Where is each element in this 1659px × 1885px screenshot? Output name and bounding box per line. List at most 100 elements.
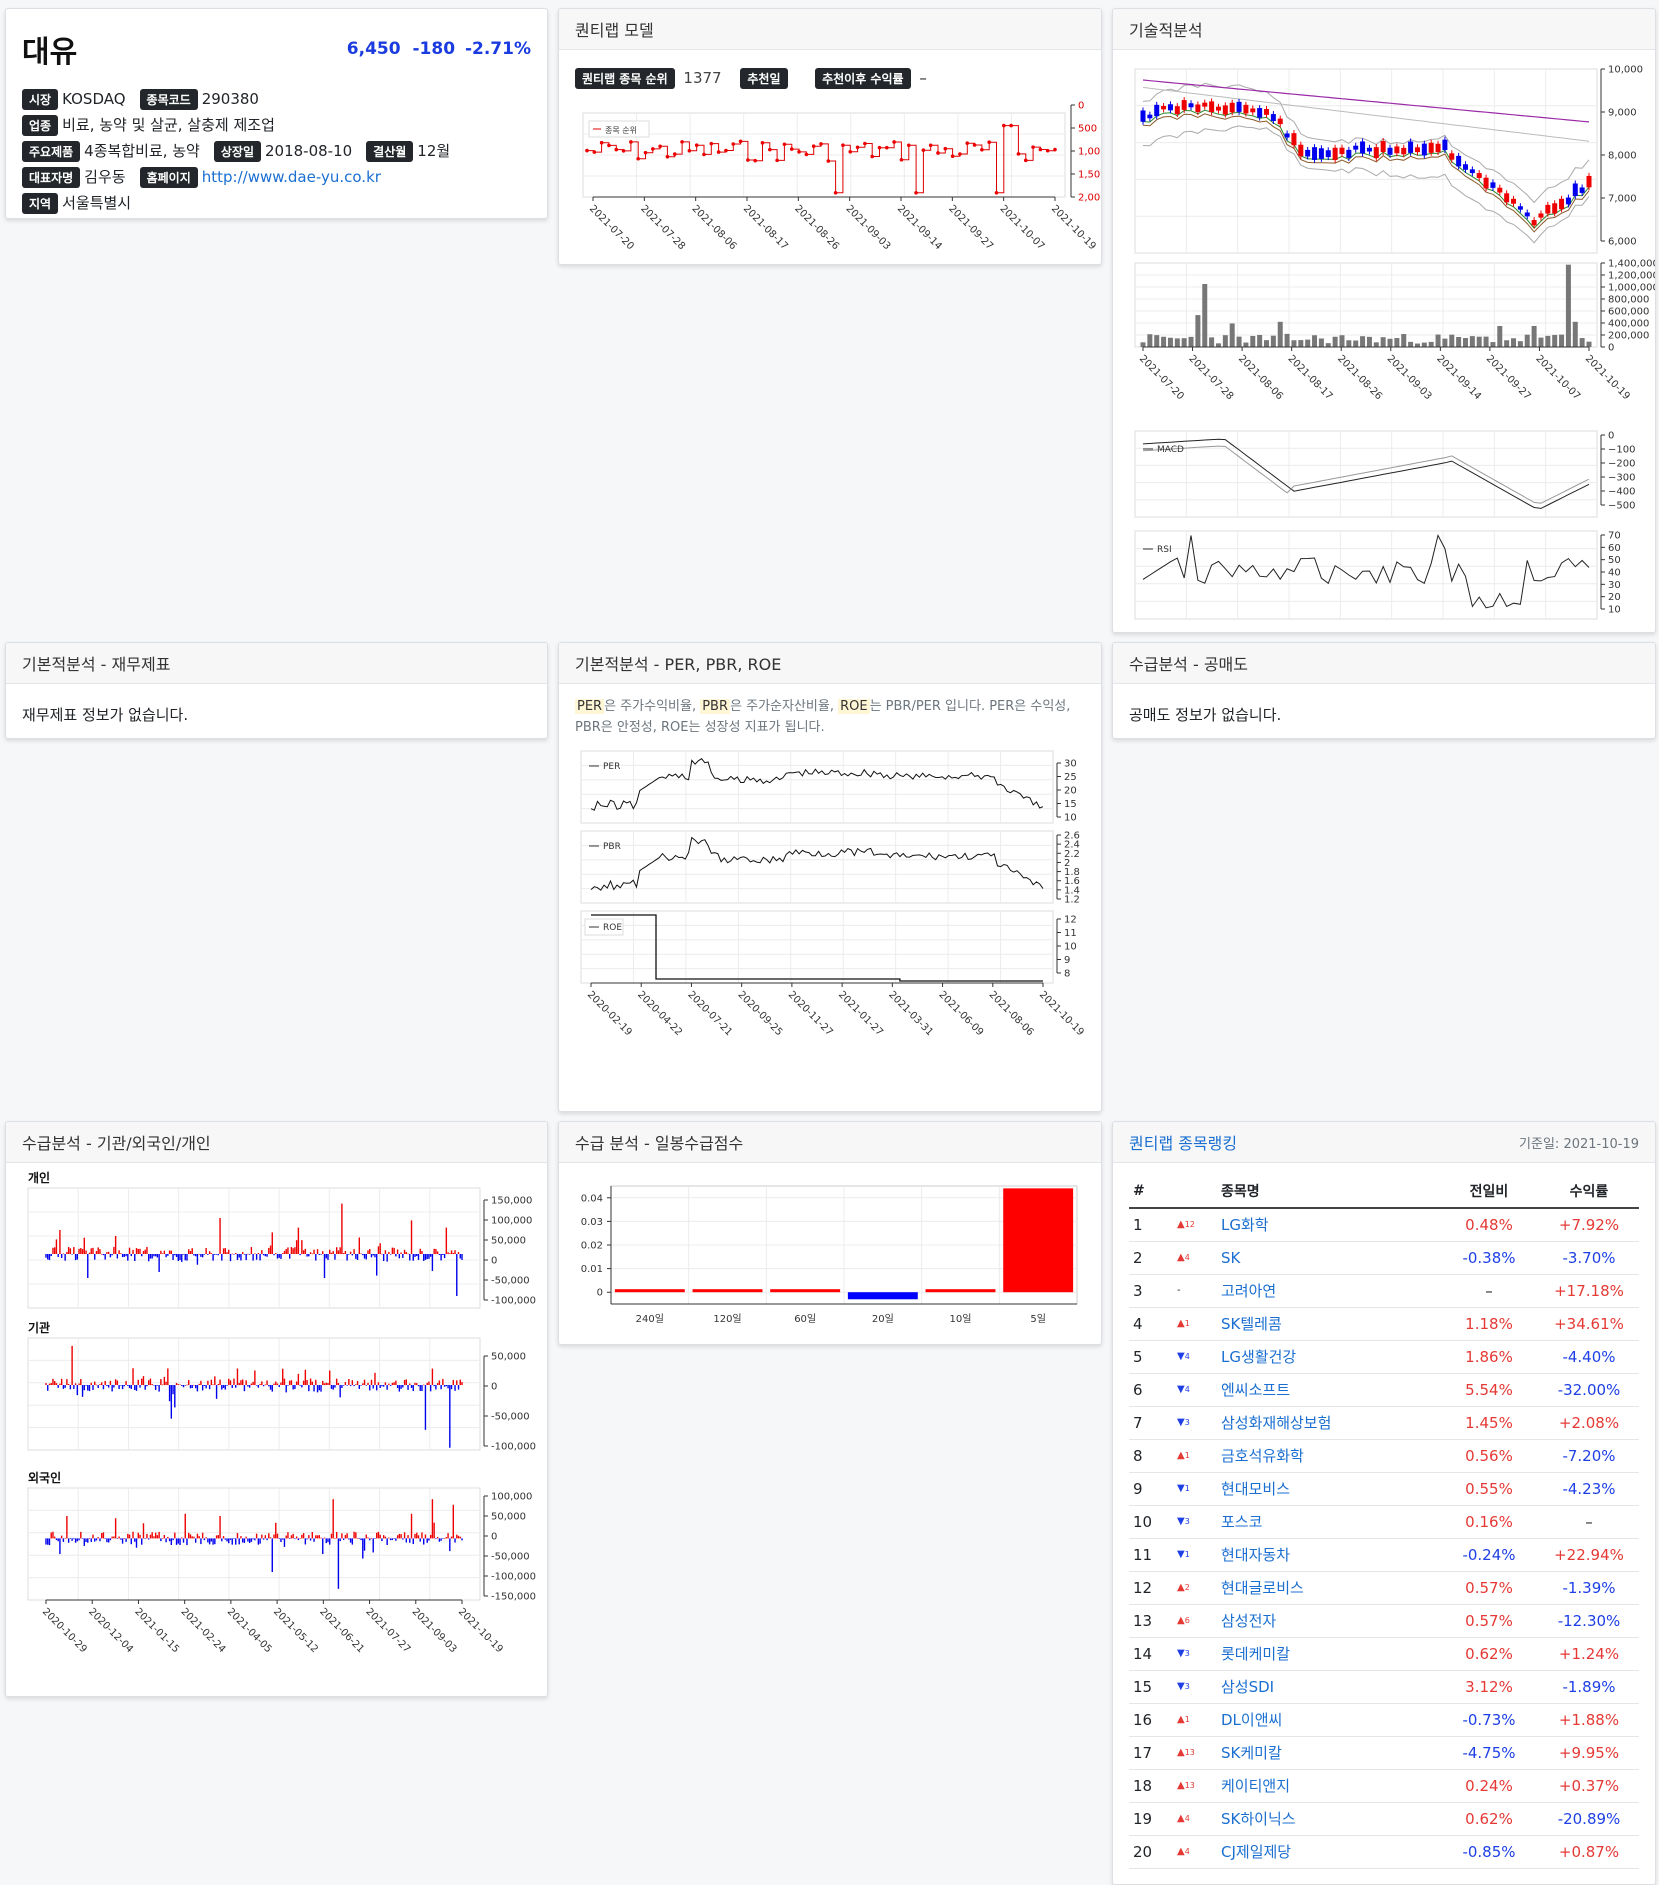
individual-bar	[189, 1251, 192, 1254]
stock-link[interactable]: 고려아연	[1217, 1274, 1439, 1308]
stock-link[interactable]: 엔씨소프트	[1217, 1373, 1439, 1407]
individual-bar	[118, 1250, 120, 1254]
ranking-row[interactable]: 6 ▼4 엔씨소프트 5.54% -32.00%	[1129, 1373, 1639, 1407]
stock-link[interactable]: SK케미칼	[1217, 1736, 1439, 1770]
ranking-row[interactable]: 19 ▲4 SK하이닉스 0.62% -20.89%	[1129, 1802, 1639, 1836]
ranking-row[interactable]: 15 ▼3 삼성SDI 3.12% -1.89%	[1129, 1670, 1639, 1704]
foreign-bar	[377, 1531, 380, 1539]
stock-link[interactable]: 포스코	[1217, 1505, 1439, 1539]
rank-point	[811, 144, 816, 148]
stock-link[interactable]: LG화학	[1217, 1208, 1439, 1242]
institution-bar	[100, 1382, 103, 1386]
ranking-row[interactable]: 4 ▲1 SK텔레콤 1.18% +34.61%	[1129, 1307, 1639, 1341]
day-change: 5.54%	[1439, 1373, 1539, 1407]
ranking-row[interactable]: 20 ▲4 CJ제일제당 -0.85% +0.87%	[1129, 1835, 1639, 1869]
ranking-row[interactable]: 9 ▼1 현대모비스 0.55% -4.23%	[1129, 1472, 1639, 1506]
foreign-bar	[174, 1532, 176, 1539]
foreign-bar	[113, 1536, 115, 1539]
rank-point	[855, 145, 860, 150]
stock-link[interactable]: 삼성SDI	[1217, 1670, 1439, 1704]
ranking-row[interactable]: 16 ▲1 DL이앤씨 -0.73% +1.88%	[1129, 1703, 1639, 1737]
institution-bar	[358, 1385, 361, 1389]
individual-bar	[248, 1254, 251, 1255]
stock-link[interactable]: 케이티앤지	[1217, 1769, 1439, 1803]
foreign-bar	[81, 1538, 84, 1539]
stock-link[interactable]: LG생활건강	[1217, 1340, 1439, 1374]
institution-bar	[66, 1379, 68, 1386]
rank-number: 18	[1129, 1769, 1173, 1803]
rank-move-value: 4	[1184, 1847, 1190, 1856]
ranking-row[interactable]: 5 ▼4 LG생활건강 1.86% -4.40%	[1129, 1340, 1639, 1374]
ranking-row[interactable]: 2 ▲4 SK -0.38% -3.70%	[1129, 1241, 1639, 1275]
individual-bar	[349, 1251, 352, 1254]
foreign-bar	[167, 1536, 169, 1539]
institution-bar	[88, 1385, 91, 1392]
financial-card: 기본적분석 - 재무제표 재무제표 정보가 없습니다.	[5, 642, 548, 739]
institution-bar	[318, 1385, 320, 1391]
stock-link[interactable]: SK하이닉스	[1217, 1802, 1439, 1836]
stock-link[interactable]: 롯데케미칼	[1217, 1637, 1439, 1671]
rank-point	[1038, 147, 1043, 152]
roe-y-tick: 12	[1064, 915, 1077, 926]
ranking-row[interactable]: 1 ▲12 LG화학 0.48% +7.92%	[1129, 1208, 1639, 1242]
stock-link[interactable]: 현대자동차	[1217, 1538, 1439, 1572]
volume-bar	[1298, 340, 1304, 347]
ranking-row[interactable]: 7 ▼3 삼성화재해상보험 1.45% +2.08%	[1129, 1406, 1639, 1440]
individual-bar	[210, 1253, 213, 1254]
ranking-row[interactable]: 8 ▲1 금호석유화학 0.56% -7.20%	[1129, 1439, 1639, 1473]
foreign-bar	[189, 1534, 192, 1539]
institution-bar	[398, 1385, 401, 1392]
macd-legend-label: MACD	[1157, 445, 1184, 455]
individual-bar	[120, 1253, 122, 1254]
foreign-bar	[151, 1532, 153, 1539]
stock-link[interactable]: SK	[1217, 1241, 1439, 1275]
ranking-row[interactable]: 14 ▼3 롯데케미칼 0.62% +1.24%	[1129, 1637, 1639, 1671]
institution-bar	[231, 1385, 233, 1388]
ranking-row[interactable]: 17 ▲13 SK케미칼 -4.75% +9.95%	[1129, 1736, 1639, 1770]
individual-bar	[250, 1247, 253, 1254]
individual-bar	[442, 1254, 444, 1255]
stock-link[interactable]: DL이앤씨	[1217, 1703, 1439, 1737]
foreign-bar	[302, 1533, 305, 1539]
institution-bar	[322, 1380, 324, 1386]
individual-bar	[88, 1252, 91, 1254]
stock-link[interactable]: 삼성화재해상보험	[1217, 1406, 1439, 1440]
foreign-bar	[54, 1536, 56, 1539]
institution-bar	[186, 1384, 188, 1386]
individual-bar	[295, 1240, 298, 1254]
stock-link[interactable]: 삼성전자	[1217, 1604, 1439, 1638]
foreign-bar	[365, 1534, 367, 1539]
ranking-row[interactable]: 10 ▼3 포스코 0.16% –	[1129, 1505, 1639, 1539]
individual-bar	[335, 1247, 338, 1254]
foreign-bar	[161, 1538, 164, 1539]
institution-bar	[219, 1379, 221, 1386]
stock-link[interactable]: 현대글로비스	[1217, 1571, 1439, 1605]
ranking-row[interactable]: 11 ▼1 현대자동차 -0.24% +22.94%	[1129, 1538, 1639, 1572]
ranking-row[interactable]: 12 ▲2 현대글로비스 0.57% -1.39%	[1129, 1571, 1639, 1605]
individual-bar	[123, 1254, 126, 1257]
individual-bar	[102, 1254, 105, 1256]
score-x-label: 10일	[950, 1313, 972, 1325]
stock-link[interactable]: 금호석유화학	[1217, 1439, 1439, 1473]
ranking-title[interactable]: 퀀티랩 종목랭킹	[1129, 1134, 1238, 1153]
triangle-up-icon: ▲	[1177, 1714, 1185, 1725]
return-value: -12.30%	[1539, 1604, 1639, 1638]
stock-link[interactable]: 현대모비스	[1217, 1472, 1439, 1506]
institution-bar	[222, 1385, 225, 1389]
institution-bar	[320, 1385, 322, 1392]
foreign-bar	[210, 1538, 213, 1542]
rank-point	[804, 152, 809, 157]
ranking-row[interactable]: 18 ▲13 케이티앤지 0.24% +0.37%	[1129, 1769, 1639, 1803]
homepage-link[interactable]: http://www.dae-yu.co.kr	[201, 168, 381, 186]
institution-bar	[154, 1385, 157, 1390]
volume-bar	[1462, 338, 1468, 347]
stock-link[interactable]: SK텔레콤	[1217, 1307, 1439, 1341]
stock-link[interactable]: CJ제일제당	[1217, 1835, 1439, 1869]
ranking-row[interactable]: 3- 고려아연 – +17.18%	[1129, 1274, 1639, 1308]
individual-bar	[226, 1252, 228, 1254]
foreign-bar	[62, 1538, 65, 1542]
individual-bar	[433, 1248, 435, 1254]
macd-y-tick: −400	[1608, 487, 1635, 498]
ranking-row[interactable]: 13 ▲6 삼성전자 0.57% -12.30%	[1129, 1604, 1639, 1638]
individual-bar	[147, 1254, 150, 1262]
